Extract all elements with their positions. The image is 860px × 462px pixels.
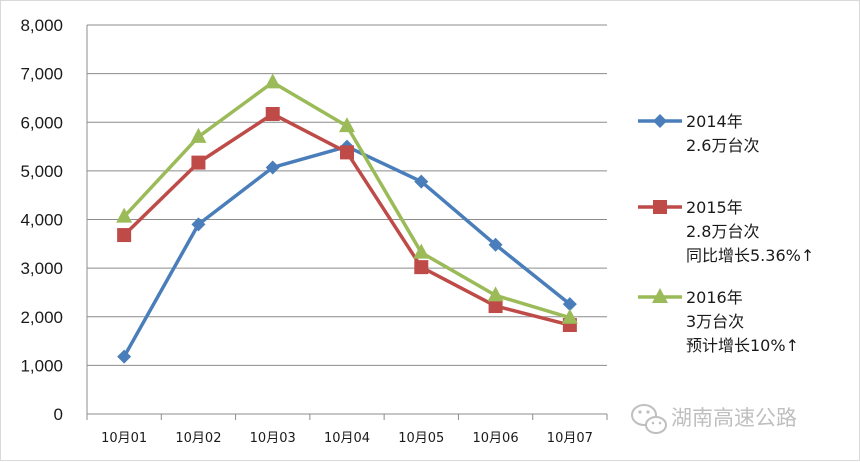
- data-point: [339, 117, 355, 133]
- x-tick-label: 10月04: [324, 431, 370, 446]
- y-tick-label: 8,000: [20, 16, 63, 35]
- axes: [86, 25, 608, 420]
- legend-label: 预计增长10%↑: [686, 336, 799, 355]
- series-2016年: [116, 73, 578, 324]
- legend-label: 2014年: [686, 112, 743, 131]
- watermark: 湖南高速公路: [631, 404, 797, 434]
- y-tick-label: 3,000: [20, 259, 63, 278]
- x-tick-label: 10月06: [473, 431, 519, 446]
- y-tick-label: 6,000: [20, 113, 63, 132]
- data-point: [117, 228, 132, 243]
- data-point: [340, 145, 354, 160]
- data-point: [413, 243, 430, 259]
- y-tick-label: 7,000: [20, 65, 63, 84]
- x-tick-label: 10月05: [398, 431, 444, 446]
- series-2014年: [117, 139, 577, 364]
- data-point: [561, 308, 578, 324]
- y-tick-label: 2,000: [20, 308, 63, 327]
- wechat-icon: [631, 404, 667, 434]
- legend-label: 2.8万台次: [686, 222, 759, 241]
- data-point: [264, 73, 281, 89]
- data-point: [116, 207, 133, 223]
- data-point: [117, 349, 132, 364]
- data-point: [265, 106, 280, 121]
- legend-label: 同比增长5.36%↑: [686, 246, 814, 265]
- legend-label: 2015年: [686, 198, 743, 217]
- series-line: [122, 144, 571, 358]
- x-tick-label: 10月03: [250, 431, 296, 446]
- legend-label: 2.6万台次: [686, 136, 759, 155]
- data-point: [488, 299, 503, 314]
- series-layer: [116, 73, 578, 364]
- data-point: [265, 160, 280, 175]
- data-point: [488, 237, 503, 252]
- data-point: [487, 286, 504, 302]
- data-point: [190, 127, 207, 143]
- data-point: [414, 260, 429, 275]
- legend-item: 2014年 2.6万台次: [638, 112, 759, 155]
- legend-marker: [653, 200, 667, 214]
- data-point: [191, 155, 206, 170]
- x-tick-label: 10月01: [101, 431, 147, 446]
- data-point: [191, 217, 206, 232]
- watermark-text: 湖南高速公路: [671, 406, 797, 430]
- legend-marker: [653, 114, 667, 128]
- y-tick-label: 5,000: [20, 162, 63, 181]
- legend-marker: [652, 288, 668, 303]
- data-point: [562, 297, 577, 312]
- legend-label: 3万台次: [686, 312, 744, 331]
- data-point: [414, 174, 429, 189]
- x-tick-label: 10月07: [547, 431, 593, 446]
- y-axis-tick-labels: 0 1,000 2,000 3,000 4,000 5,000 6,000 7,000 8,00…: [20, 16, 63, 424]
- y-tick-label: 0: [54, 405, 63, 424]
- x-axis-tick-labels: 10月01 10月02 10月03 10月04 10月05 10月06 10月07: [101, 431, 593, 446]
- legend-label: 2016年: [686, 288, 743, 307]
- x-tick-label: 10月02: [175, 431, 221, 446]
- y-tick-label: 1,000: [20, 356, 63, 375]
- y-tick-label: 4,000: [20, 211, 63, 230]
- series-2015年: [117, 106, 577, 333]
